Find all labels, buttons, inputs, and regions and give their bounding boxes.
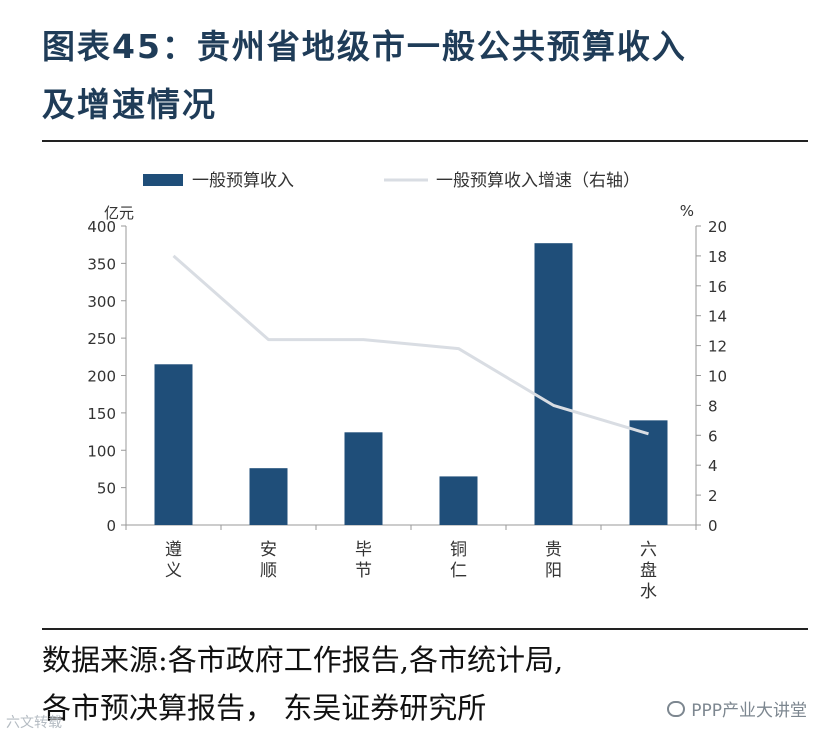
- y-left-tick-label: 150: [87, 405, 116, 423]
- y-left-tick-label: 350: [87, 255, 116, 273]
- y-right-tick-label: 20: [708, 218, 727, 236]
- y-right-tick-label: 12: [708, 338, 727, 356]
- bottom-rule: [42, 628, 808, 630]
- bar: [344, 432, 383, 525]
- source-line-2: 各市预决算报告， 东吴证券研究所: [42, 691, 487, 725]
- x-tick-label: 六: [640, 540, 657, 560]
- x-tick-label: 毕: [355, 540, 372, 560]
- x-tick-label: 铜: [450, 540, 467, 560]
- x-tick-label: 遵: [165, 540, 182, 560]
- x-axis-labels: 遵义 安顺 毕节 铜仁 贵阳 六盘水: [165, 540, 657, 602]
- y-left-tick-label: 200: [87, 368, 116, 386]
- x-tick-label: 顺: [260, 561, 277, 581]
- bar: [249, 468, 288, 525]
- growth-line-path: [172, 254, 649, 436]
- source-note: 数据来源:各市政府工作报告,各市统计局, 各市预决算报告， 东吴证券研究所: [42, 636, 808, 732]
- bar: [439, 476, 478, 525]
- y-left-unit: 亿元: [104, 204, 134, 222]
- y-right-tick-label: 4: [708, 457, 718, 475]
- bar: [534, 243, 573, 525]
- y-right-tick-label: 14: [708, 308, 727, 326]
- y-left-tick-label: 250: [87, 330, 116, 348]
- top-rule: [42, 140, 808, 142]
- y-right-tick-label: 6: [708, 427, 718, 445]
- y-left-tick-label: 100: [87, 442, 116, 460]
- y-left-tick-label: 300: [87, 293, 116, 311]
- x-tick-label: 阳: [545, 561, 562, 581]
- corner-watermark: 六文转载: [6, 715, 62, 731]
- y-right-tick-label: 18: [708, 248, 727, 266]
- legend-label-line: 一般预算收入增速（右轴）: [436, 171, 640, 191]
- x-tick-label: 义: [165, 561, 182, 581]
- x-tick-label: 仁: [450, 561, 467, 581]
- chart-area: 一般预算收入 一般预算收入增速（右轴） 050100150200250300350…: [87, 171, 727, 602]
- source-line-1: 数据来源:各市政府工作报告,各市统计局,: [42, 643, 564, 677]
- y-right-tick-label: 0: [708, 517, 718, 535]
- title-line-2: 及增速情况: [42, 85, 217, 124]
- y-right-unit: %: [680, 202, 694, 220]
- legend-swatch-bar: [143, 174, 183, 186]
- y-right-tick-label: 8: [708, 397, 718, 415]
- bar: [154, 364, 193, 525]
- y-left-tick-label: 400: [87, 218, 116, 236]
- wechat-watermark-text: PPP产业大讲堂: [691, 701, 807, 721]
- y-right-tick-label: 2: [708, 487, 718, 505]
- legend: 一般预算收入 一般预算收入增速（右轴）: [143, 171, 640, 191]
- bar: [629, 420, 668, 525]
- x-tick-label: 贵: [545, 540, 562, 560]
- legend-label-bar: 一般预算收入: [192, 171, 294, 191]
- growth-line: [172, 254, 649, 436]
- y-right-tick-label: 16: [708, 278, 727, 296]
- y-left-tick-label: 50: [97, 480, 116, 498]
- x-tick-label: 节: [355, 561, 372, 581]
- bars: [154, 243, 668, 525]
- wechat-icon: [667, 701, 686, 717]
- chart-title: 图表45：贵州省地级市一般公共预算收入 及增速情况: [42, 18, 802, 134]
- x-tick-label: 水: [640, 582, 657, 602]
- title-line-1: 图表45：贵州省地级市一般公共预算收入: [42, 27, 687, 66]
- x-tick-label: 盘: [640, 561, 657, 581]
- wechat-watermark: PPP产业大讲堂: [667, 696, 807, 721]
- y-left-tick-label: 0: [106, 517, 116, 535]
- x-tick-label: 安: [260, 540, 277, 560]
- y-right-tick-label: 10: [708, 368, 727, 386]
